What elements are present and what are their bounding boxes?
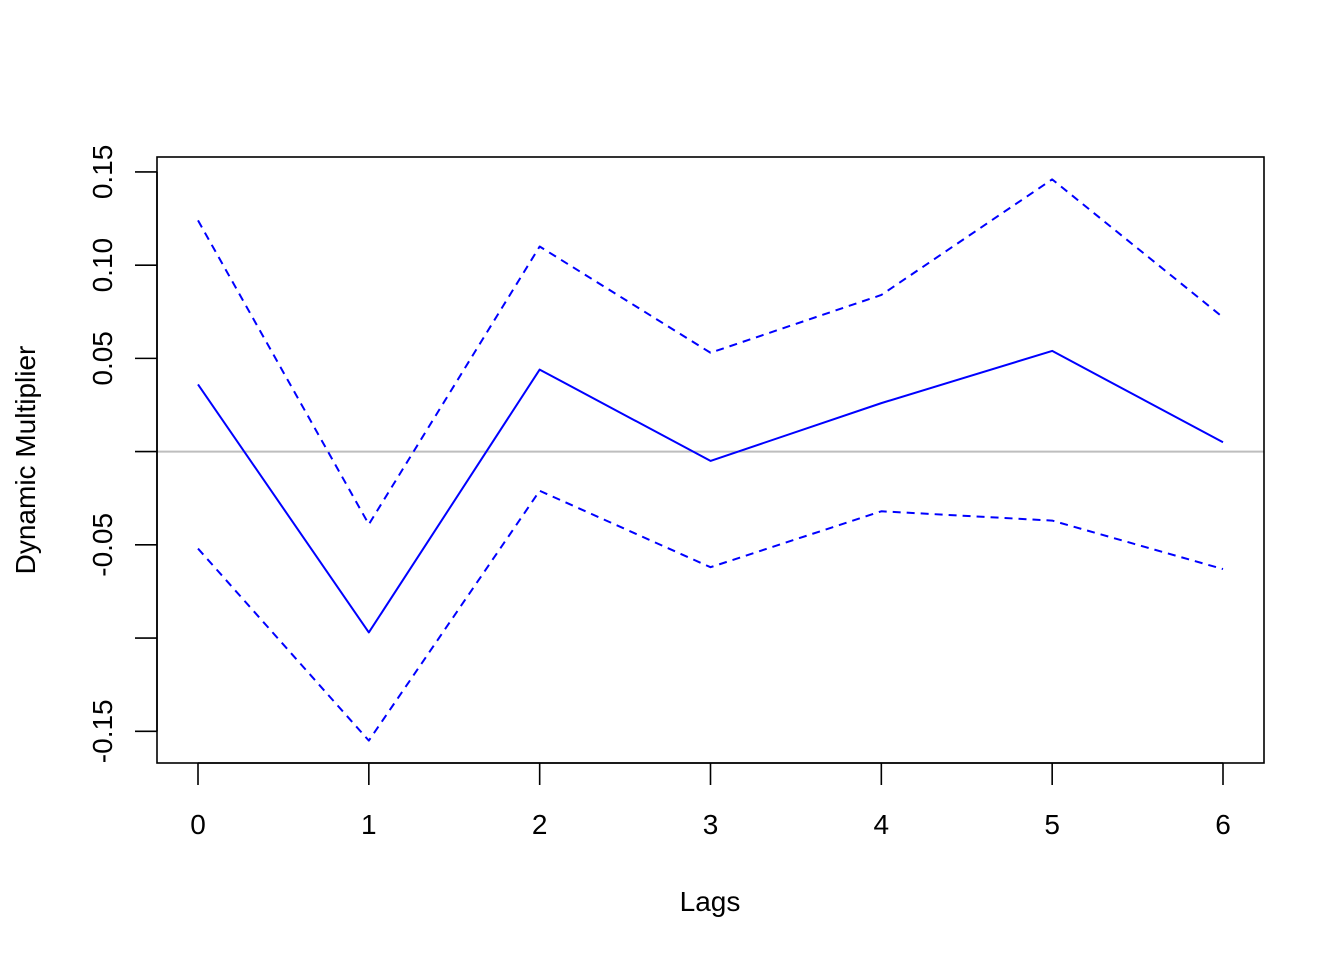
y-axis-label: Dynamic Multiplier <box>10 346 41 575</box>
y-tick-label: 0.10 <box>87 238 118 293</box>
series-line-upper <box>197 178 1224 526</box>
y-tick-label: -0.05 <box>87 513 118 577</box>
series-line-lower <box>197 489 1224 742</box>
x-tick-label: 4 <box>874 809 890 840</box>
y-tick-label: -0.15 <box>87 699 118 763</box>
x-tick-label: 3 <box>703 809 719 840</box>
x-tick-label: 1 <box>361 809 377 840</box>
x-tick-label: 2 <box>532 809 548 840</box>
y-tick-label: 0.15 <box>87 145 118 200</box>
series-line-estimate <box>197 349 1224 634</box>
y-tick-label: 0.05 <box>87 331 118 386</box>
x-axis-label: Lags <box>680 886 741 917</box>
series-layer <box>197 178 1224 742</box>
x-tick-label: 6 <box>1215 809 1231 840</box>
x-axis: 0 1 2 3 4 5 6 <box>190 762 1231 840</box>
x-tick-label: 0 <box>190 809 206 840</box>
x-tick-label: 5 <box>1044 809 1060 840</box>
y-axis: -0.15 -0.05 0.05 0.10 0.15 <box>87 145 158 763</box>
